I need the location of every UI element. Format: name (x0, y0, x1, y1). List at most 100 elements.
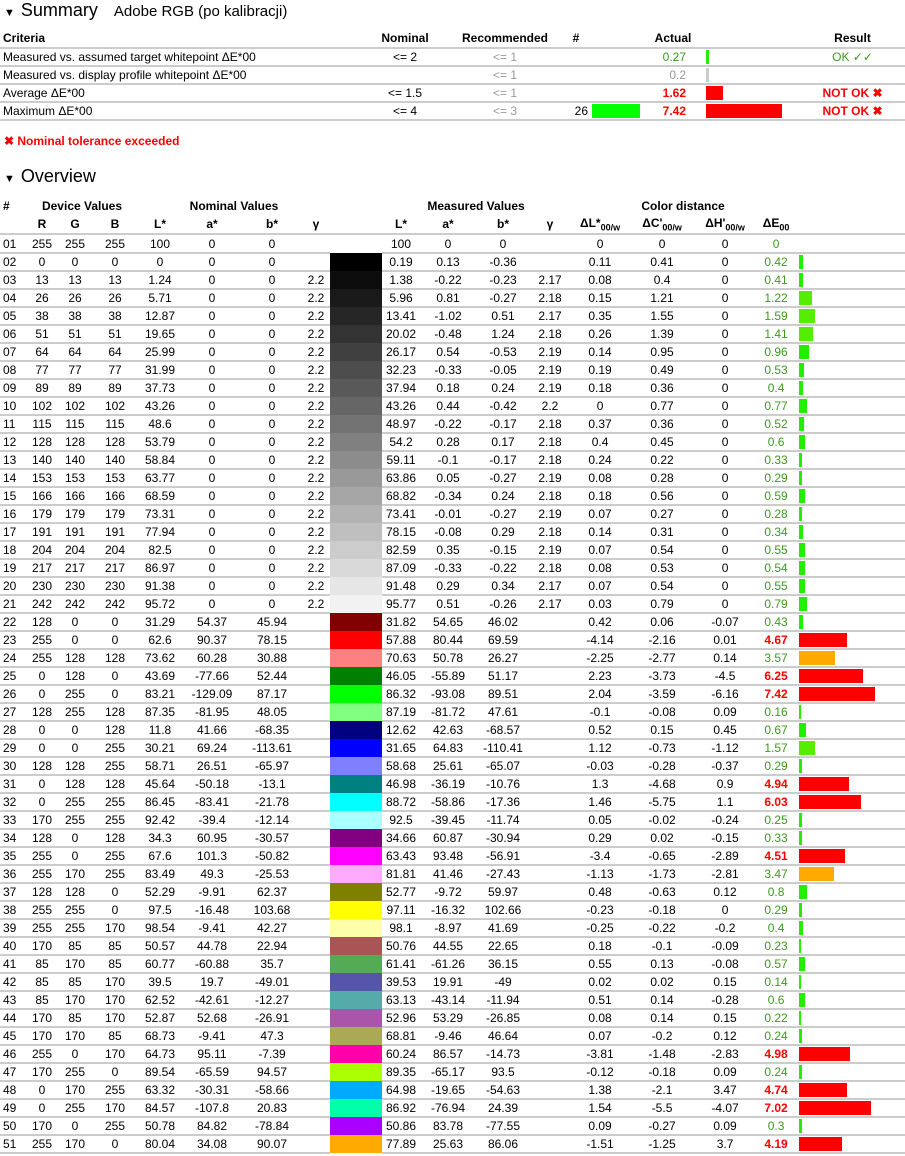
nominal-l: 97.5 (138, 901, 182, 920)
device-g: 102 (58, 397, 92, 416)
measured-b: -0.27 (476, 289, 531, 308)
delta-e: 6.03 (756, 793, 797, 812)
header-count: # (560, 28, 592, 49)
nominal-a: 41.66 (182, 721, 242, 740)
device-b: 255 (92, 847, 138, 866)
nominal-l: 86.97 (138, 559, 182, 578)
delta-e-bar (796, 1099, 905, 1118)
measured-a: -81.72 (420, 703, 477, 722)
nominal-b: 0 (242, 307, 302, 326)
color-swatch-fill (330, 1045, 383, 1063)
nominal-b: 94.57 (242, 1063, 302, 1082)
delta-e: 1.22 (756, 289, 797, 308)
measured-gamma: 2.17 (530, 577, 571, 596)
nominal-b: -21.78 (242, 793, 302, 812)
delta-h: 0.09 (694, 703, 757, 722)
measured-gamma: 2.19 (530, 343, 571, 362)
measured-gamma: 2.19 (530, 379, 571, 398)
count-swatch-fill (592, 104, 640, 118)
measured-gamma (530, 739, 571, 758)
delta-h: 0.01 (694, 631, 757, 650)
color-swatch-fill (330, 1063, 383, 1081)
nominal-gamma (302, 613, 331, 632)
device-r: 13 (26, 271, 58, 290)
patch-number: 17 (0, 523, 26, 542)
nominal-l: 82.5 (138, 541, 182, 560)
nominal-gamma: 2.2 (302, 577, 331, 596)
nominal-a: 26.51 (182, 757, 242, 776)
measured-a: 80.44 (420, 631, 477, 650)
nominal-l: 68.73 (138, 1027, 182, 1046)
device-b: 170 (92, 919, 138, 938)
measured-b: -11.74 (476, 811, 531, 830)
group-measured: Measured Values (427, 199, 525, 213)
nominal-l: 25.99 (138, 343, 182, 362)
nominal-l: 83.21 (138, 685, 182, 704)
delta-l: 0.15 (570, 289, 631, 308)
nominal-b: 0 (242, 541, 302, 560)
delta-l: -2.25 (570, 649, 631, 668)
measured-gamma (530, 865, 571, 884)
nominal-b: 0 (242, 415, 302, 434)
color-swatch-fill (330, 235, 383, 253)
patch-number: 01 (0, 234, 26, 254)
measured-a: -0.22 (420, 415, 477, 434)
device-b: 128 (92, 829, 138, 848)
nominal-gamma: 2.2 (302, 307, 331, 326)
measured-b: 0 (476, 234, 531, 254)
nominal-l: 31.29 (138, 613, 182, 632)
nominal-b: 0 (242, 469, 302, 488)
nominal-a: -30.31 (182, 1081, 242, 1100)
measured-l: 60.24 (382, 1045, 421, 1064)
delta-e-bar-fill (799, 309, 816, 323)
table-row: 42 85 85 170 39.5 19.7 -49.01 39.53 19.91 -49 0.02… (0, 973, 905, 992)
actual-bar (702, 102, 800, 121)
measured-a: -55.89 (420, 667, 477, 686)
collapse-triangle-icon[interactable]: ▼ (4, 173, 15, 185)
measured-l: 32.23 (382, 361, 421, 380)
delta-e-bar-fill (799, 687, 875, 701)
table-row: 01 255 255 255 100 0 0 100 0 0 0 0 0 0 (0, 234, 905, 254)
table-row: 46 255 0 170 64.73 95.11 -7.39 60.24 86.57 -14.73… (0, 1045, 905, 1064)
delta-e-bar (796, 415, 905, 434)
color-swatch (330, 739, 383, 757)
measured-l: 68.81 (382, 1027, 421, 1046)
device-r: 0 (26, 667, 58, 686)
patch-number: 49 (0, 1099, 26, 1118)
nominal-l: 43.26 (138, 397, 182, 416)
nominal-l: 30.21 (138, 739, 182, 758)
header-nominal: Nominal (360, 28, 450, 49)
measured-gamma (530, 811, 571, 830)
color-swatch-fill (330, 1117, 383, 1135)
col-measured-a: a* (420, 215, 477, 235)
nominal-l: 34.3 (138, 829, 182, 848)
delta-l: -3.4 (570, 847, 631, 866)
nominal-gamma (302, 829, 331, 848)
summary-heading[interactable]: ▼ Summary Adobe RGB (po kalibracji) (4, 0, 287, 21)
delta-c: 0.54 (630, 577, 695, 596)
delta-e-bar (796, 577, 905, 596)
nominal-gamma: 2.2 (302, 289, 331, 308)
overview-heading[interactable]: ▼ Overview (4, 166, 96, 187)
device-g: 89 (58, 379, 92, 398)
device-g: 0 (58, 739, 92, 758)
delta-l: 0.05 (570, 811, 631, 830)
nominal-a: 0 (182, 487, 242, 506)
measured-b: 59.97 (476, 883, 531, 902)
delta-c: 0.13 (630, 955, 695, 974)
count-swatch (592, 48, 644, 67)
delta-e-bar-fill (799, 363, 805, 377)
device-r: 230 (26, 577, 58, 596)
nominal-b: 0 (242, 595, 302, 614)
device-g: 191 (58, 523, 92, 542)
color-swatch (330, 1045, 383, 1063)
table-row: 41 85 170 85 60.77 -60.88 35.7 61.41 -61.26 36.15… (0, 955, 905, 974)
nominal-gamma (302, 649, 331, 668)
delta-h: 0 (694, 487, 757, 506)
delta-c: -0.1 (630, 937, 695, 956)
nominal-gamma (302, 1099, 331, 1118)
nominal-gamma (302, 1009, 331, 1028)
delta-e-bar (796, 559, 905, 578)
nominal-gamma (302, 865, 331, 884)
collapse-triangle-icon[interactable]: ▼ (4, 7, 15, 19)
